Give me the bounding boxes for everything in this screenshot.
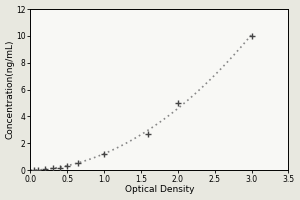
Y-axis label: Concentration(ng/mL): Concentration(ng/mL) (6, 40, 15, 139)
X-axis label: Optical Density: Optical Density (125, 185, 194, 194)
